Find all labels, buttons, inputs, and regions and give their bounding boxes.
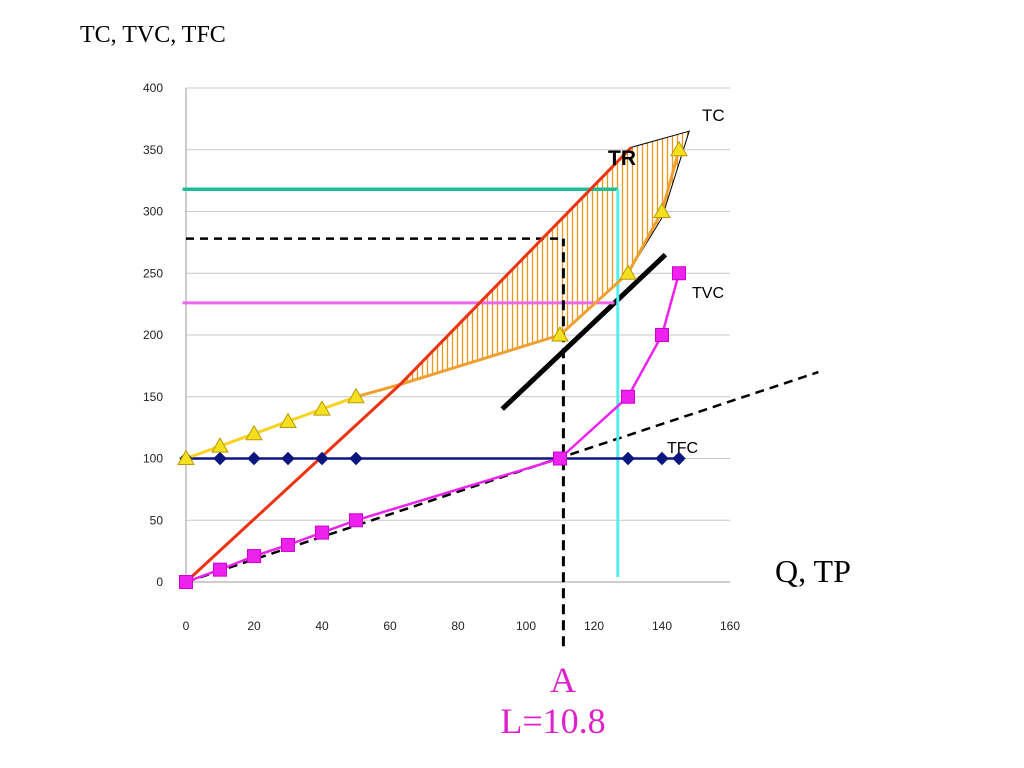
tvc-line [185, 272, 681, 584]
y-tick-label: 200 [143, 328, 163, 342]
tvc-point [621, 389, 635, 404]
x-tick-label: 20 [247, 619, 261, 633]
profit-region [399, 130, 690, 385]
tfc-point [621, 451, 635, 466]
tc-line [355, 149, 681, 399]
tvc-point [655, 328, 669, 342]
x-tick-label: 160 [720, 619, 740, 633]
tvc-point [247, 549, 261, 564]
tc-point [551, 325, 569, 342]
shaded-profit-region [399, 130, 690, 385]
tc-point [211, 437, 229, 453]
y-tick-label: 150 [143, 390, 163, 404]
tvc-point [553, 451, 567, 466]
tvc-point [672, 266, 686, 281]
tc-series-label: TC [702, 106, 725, 125]
y-tick-label: 250 [143, 266, 163, 280]
tc-point [619, 264, 637, 280]
tvc-point [349, 513, 363, 528]
x-tick-label: 140 [652, 619, 672, 633]
tfc-point [247, 451, 261, 466]
tc-point [670, 140, 688, 157]
axes [185, 88, 730, 583]
tc-point [653, 202, 671, 218]
y-tick-label: 300 [143, 205, 163, 219]
tangent-thick-line [500, 252, 668, 411]
tfc-point [655, 451, 669, 466]
tfc-point [281, 451, 295, 466]
tfc-point [672, 451, 686, 466]
x-tick-label: 40 [315, 619, 329, 633]
tfc-series-label: TFC [667, 440, 698, 457]
tc-point [347, 387, 365, 404]
point-a-label: A [550, 660, 576, 700]
y-tick-label: 400 [143, 81, 163, 95]
tvc-series-label: TVC [692, 285, 724, 302]
x-tick-label: 0 [183, 619, 190, 633]
tfc-point [213, 451, 227, 466]
tvc-point [213, 562, 227, 577]
y-tick-label: 50 [150, 513, 164, 527]
reference-lines [182, 187, 819, 647]
tfc-point [349, 451, 363, 466]
x-tick-label: 60 [383, 619, 397, 633]
x-tick-label: 120 [584, 619, 604, 633]
tfc-point [315, 451, 329, 466]
tc-point [313, 400, 331, 416]
y-tick-label: 350 [143, 143, 163, 157]
series-lines [184, 146, 681, 584]
tc-point [177, 449, 195, 465]
x-axis-label: Q, TP [775, 553, 851, 589]
tvc-point [315, 525, 329, 540]
tvc-point [281, 537, 295, 552]
point-a-sublabel: L=10.8 [500, 701, 605, 741]
y-axis-label: TC, TVC, TFC [80, 22, 226, 48]
x-tick-label: 100 [516, 619, 536, 633]
y-tick-label: 0 [156, 575, 163, 589]
series-markers [177, 140, 688, 589]
tick-labels: 0 50 100 150 200 250 300 350 400 0 20 40 60 80 100 120 1… [143, 81, 740, 633]
x-tick-label: 80 [451, 619, 465, 633]
tr-series-label: TR [608, 147, 636, 170]
tc-point [245, 424, 263, 441]
tr-line [184, 146, 633, 584]
y-tick-label: 100 [143, 452, 163, 466]
tvc-point [179, 575, 193, 589]
tc-point [279, 412, 297, 428]
